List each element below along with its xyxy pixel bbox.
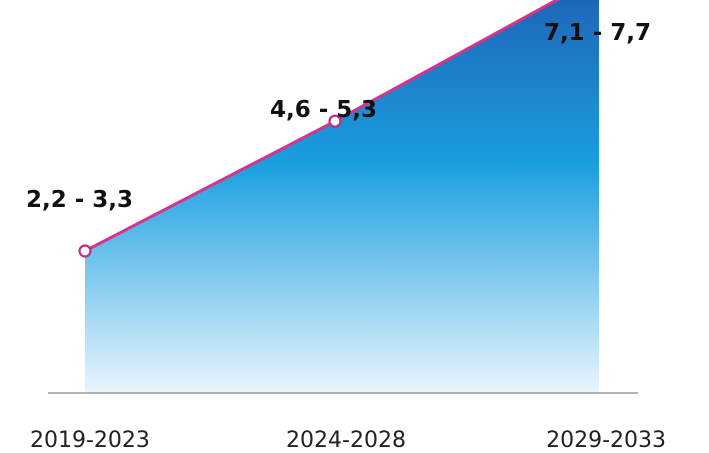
data-label-2019-2023: 2,2 - 3,3 xyxy=(26,187,133,213)
data-label-2024-2028: 4,6 - 5,3 xyxy=(270,97,377,123)
x-tick-2024-2028: 2024-2028 xyxy=(286,428,406,453)
x-tick-labels: 2019-2023 2024-2028 2029-2033 xyxy=(30,428,666,453)
data-labels: 2,2 - 3,3 4,6 - 5,3 7,1 - 7,7 xyxy=(26,20,651,213)
data-point-2024-2028 xyxy=(328,114,342,128)
x-tick-2029-2033: 2029-2033 xyxy=(546,428,666,453)
data-point-2019-2023 xyxy=(78,244,92,258)
x-tick-2019-2023: 2019-2023 xyxy=(30,428,150,453)
area-fill xyxy=(85,0,599,393)
data-markers xyxy=(78,114,342,258)
data-label-2029-2033: 7,1 - 7,7 xyxy=(544,20,651,46)
